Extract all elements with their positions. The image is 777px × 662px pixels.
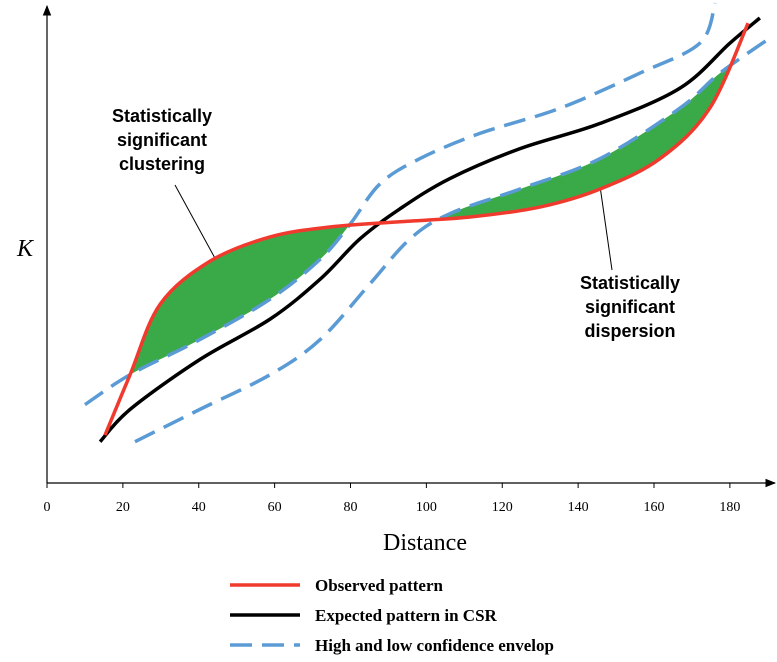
annotation: clustering [119, 154, 205, 174]
x-tick-label: 140 [568, 500, 589, 515]
series-line [83, 2, 717, 407]
x-tick-label: 20 [116, 500, 130, 515]
annotation: Statistically [112, 106, 212, 126]
annotation: Statistically [580, 273, 680, 293]
x-tick-label: 120 [492, 500, 513, 515]
x-tick-label: 160 [644, 500, 665, 515]
series-line [98, 16, 761, 443]
x-tick-label: 180 [719, 500, 740, 515]
x-tick-label: 60 [268, 500, 282, 515]
annotation: significant [585, 297, 675, 317]
y-axis-label: K [16, 236, 35, 262]
series-line [103, 22, 750, 436]
x-tick-label: 80 [344, 500, 358, 515]
series-line [134, 36, 772, 444]
x-tick-label: 0 [44, 500, 51, 515]
x-tick-label: 40 [192, 500, 206, 515]
legend-label: Expected pattern in CSR [315, 606, 498, 625]
legend-label: High and low confidence envelop [315, 636, 554, 655]
x-tick-label: 100 [416, 500, 437, 515]
annotation: dispersion [584, 321, 675, 341]
legend-label: Observed pattern [315, 576, 444, 595]
x-axis-label: Distance [383, 530, 467, 556]
clustering-region [105, 23, 716, 405]
annotation: significant [117, 130, 207, 150]
